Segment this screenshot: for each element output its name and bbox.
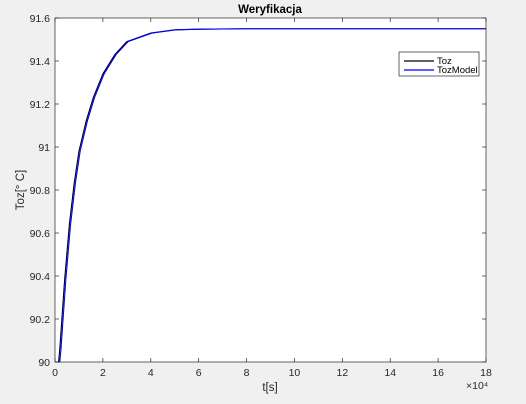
series-group — [55, 28, 486, 363]
x-tick-label: 12 — [336, 367, 348, 379]
ticks-group: 0 2 4 6 8 10 12 14 16 18 90 90.2 90.4 90.6 90.8 91 91.2 9… — [30, 13, 492, 379]
x-tick-label: 4 — [148, 367, 154, 379]
x-tick-label: 14 — [384, 367, 396, 379]
x-tick-label: 16 — [432, 367, 444, 379]
y-tick-label: 91.2 — [30, 99, 51, 111]
y-tick-label: 91 — [38, 142, 50, 154]
x-tick-label: 0 — [52, 367, 58, 379]
x-axis-label: t[s] — [262, 382, 277, 394]
legend-label-toz: Toz — [437, 56, 452, 67]
y-tick-label: 91.6 — [30, 13, 51, 25]
y-tick-label: 90.6 — [30, 228, 51, 240]
legend: Toz TozModel — [398, 51, 480, 77]
x-tick-label: 6 — [196, 367, 202, 379]
legend-box — [398, 51, 480, 77]
y-tick-label: 90.8 — [30, 185, 51, 197]
x-tick-label: 2 — [100, 367, 106, 379]
x-tick-label: 10 — [289, 367, 301, 379]
y-axis-label: Toz[° C] — [15, 170, 27, 210]
axes-box — [54, 17, 487, 363]
x-axis-multiplier: ×10⁴ — [466, 380, 488, 392]
y-tick-label: 90 — [38, 357, 50, 369]
series-line-tozmodel — [55, 28, 486, 363]
x-tick-label: 8 — [244, 367, 250, 379]
y-tick-label: 91.4 — [30, 56, 51, 68]
y-tick-label: 90.4 — [30, 271, 51, 283]
legend-label-tozmodel: TozModel — [437, 65, 478, 76]
y-tick-label: 90.2 — [30, 314, 51, 326]
x-tick-label: 18 — [480, 367, 492, 379]
chart-title: Weryfikacja — [238, 4, 302, 16]
